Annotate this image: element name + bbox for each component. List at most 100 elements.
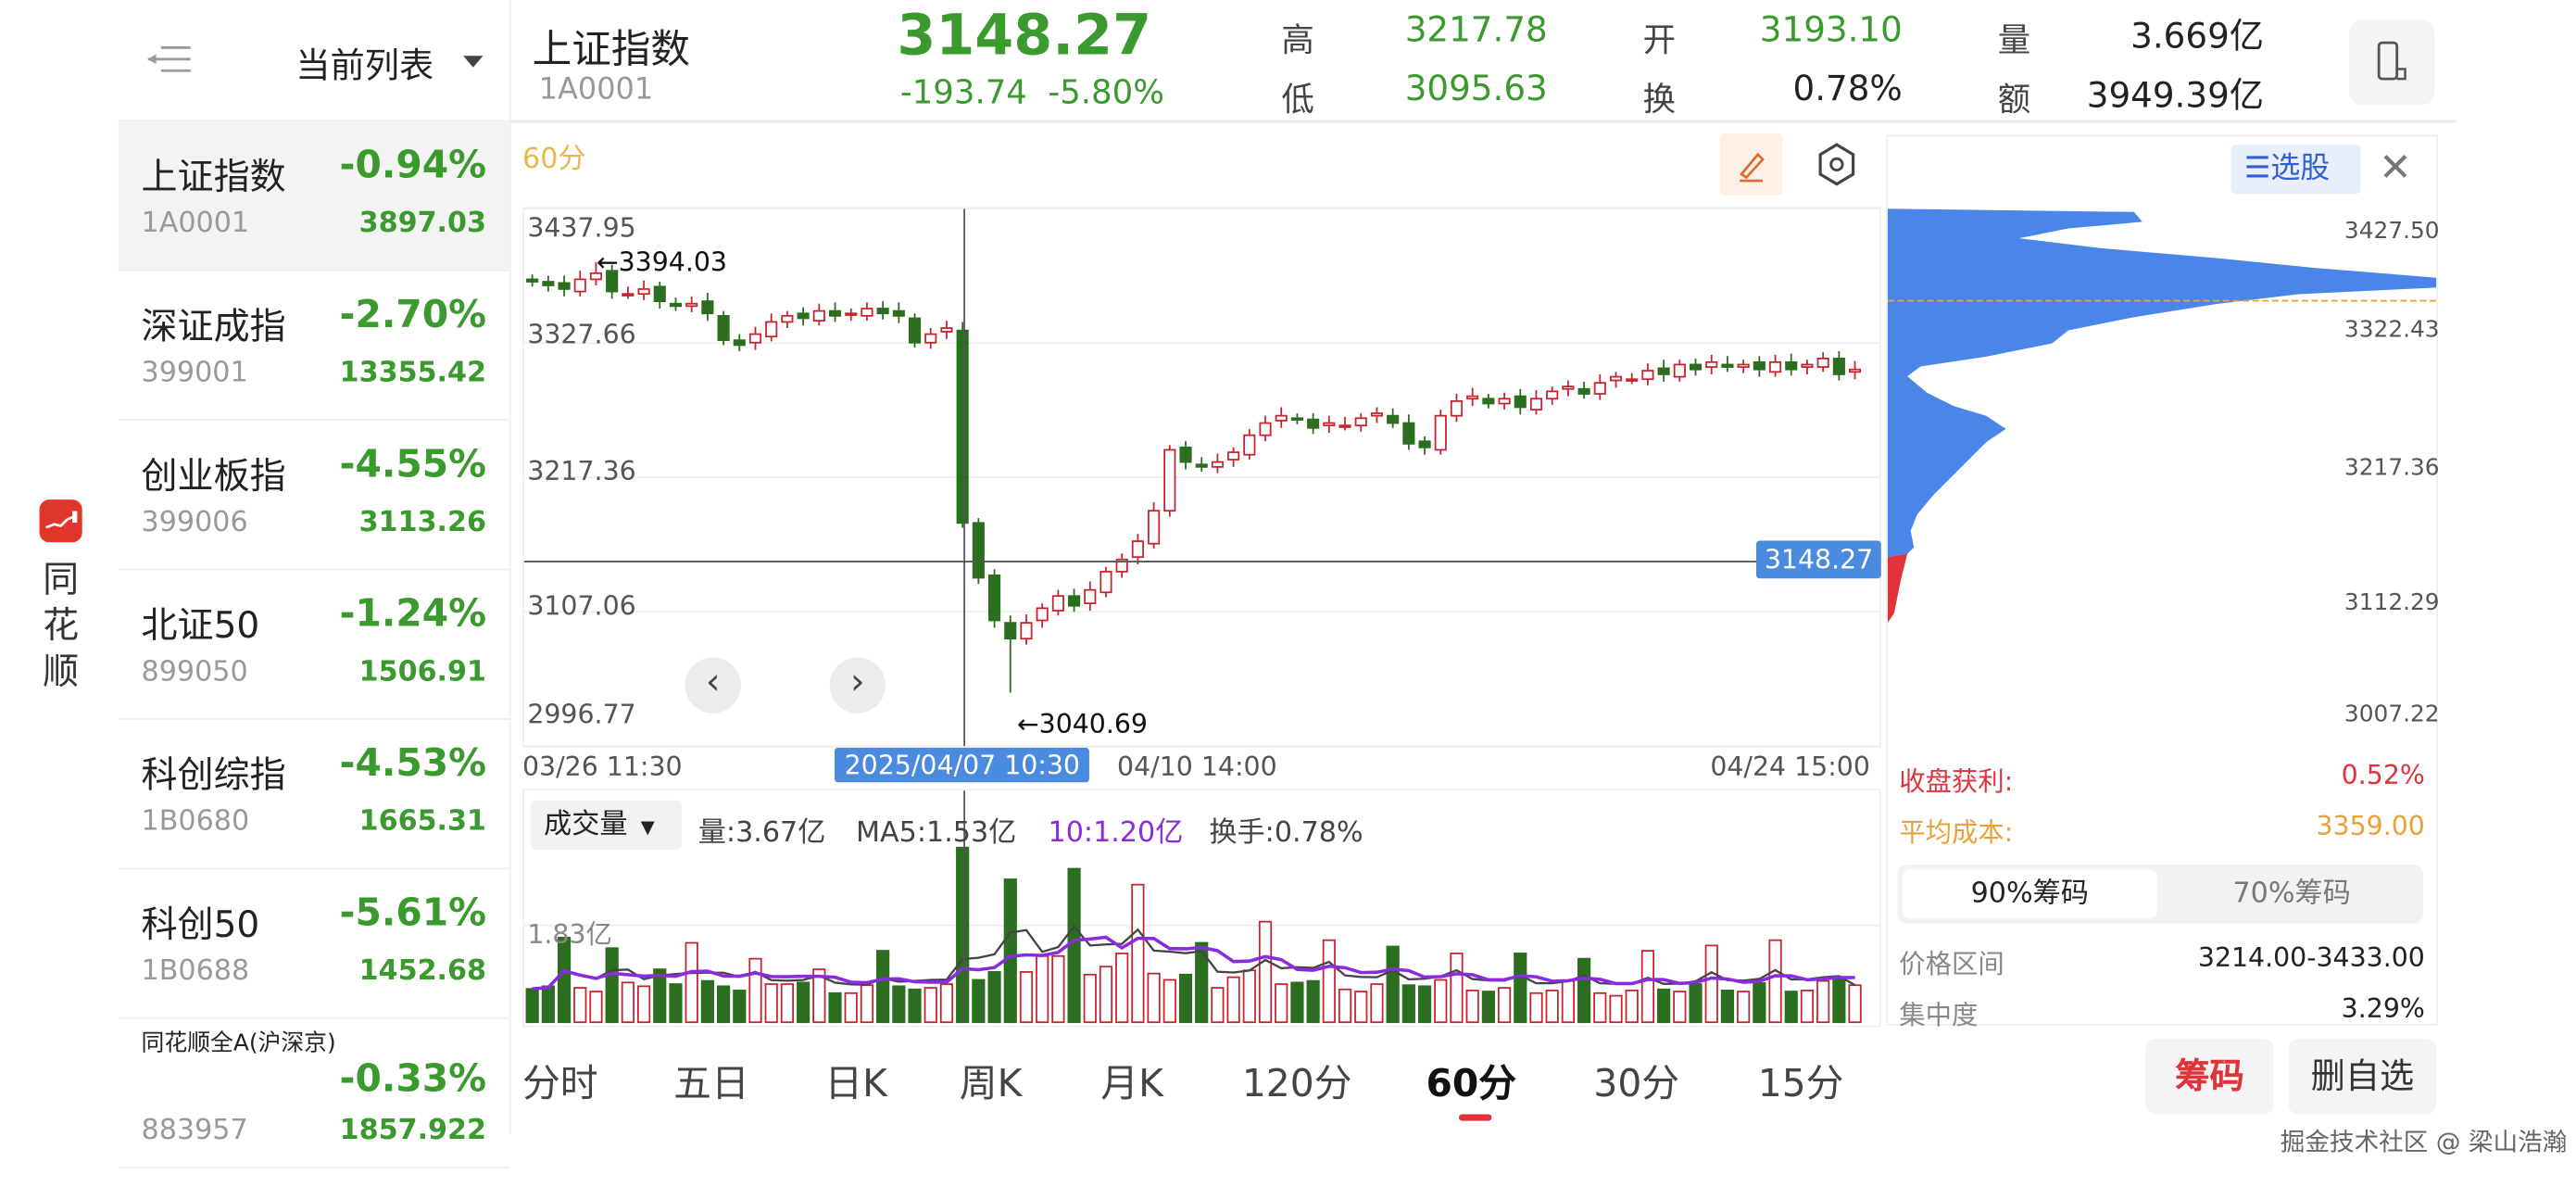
item-name: 创业板指 (141, 457, 286, 499)
volume-bar (1481, 991, 1495, 1024)
average-cost-value: 3359.00 (2316, 810, 2425, 842)
watchlist-item[interactable]: 科创50 1B0688 -5.61% 1452.68 (118, 869, 509, 1019)
phone-rotate-icon (2377, 41, 2406, 81)
volume-bar (1768, 939, 1782, 1024)
draw-tool-button[interactable] (1719, 133, 1783, 196)
item-change: -2.70% (339, 294, 486, 337)
volume-chart[interactable]: 1.83亿 (522, 789, 1881, 1028)
item-code: 1A0001 (141, 207, 250, 240)
volume-bar (1338, 988, 1352, 1024)
volume-bar (908, 988, 922, 1024)
volume-bar (541, 985, 555, 1024)
remove-watchlist-button[interactable]: 删自选 (2288, 1038, 2437, 1115)
candle-body (1832, 357, 1845, 375)
candle-body (1689, 363, 1703, 371)
item-price: 1665.31 (358, 805, 486, 839)
candlestick-svg (523, 208, 1879, 747)
item-code: 1B0680 (141, 805, 250, 839)
volume-bar (685, 941, 698, 1024)
volume-bar (1465, 990, 1479, 1024)
candle-body (606, 270, 619, 293)
watchlist-item[interactable]: 创业板指 399006 -4.55% 3113.26 (118, 421, 509, 571)
low-marker-value: 3040.69 (1038, 708, 1148, 740)
period-tab[interactable]: 周K (959, 1063, 1023, 1106)
chevron-left-icon: ‹ (705, 662, 721, 704)
toggle-90-percent[interactable]: 90%筹码 (1902, 869, 2157, 919)
watchlist-item[interactable]: 同花顺全A(沪深京) 883957 -0.33% 1857.922 (118, 1019, 509, 1169)
period-tab[interactable]: 月K (1100, 1063, 1163, 1106)
close-panel-button[interactable]: ✕ (2379, 148, 2419, 188)
volume-bar (1370, 983, 1384, 1024)
chip-price-tick: 3427.50 (2344, 218, 2440, 246)
period-tab[interactable]: 五日 (673, 1063, 749, 1106)
scroll-left-button[interactable]: ‹ (685, 657, 741, 713)
indicator-selector[interactable]: 成交量 ▼ (530, 800, 683, 850)
period-tab[interactable]: 15分 (1757, 1063, 1844, 1106)
scroll-right-button[interactable]: › (829, 657, 886, 713)
volume-bar (1003, 878, 1017, 1024)
volume-bar (1577, 957, 1591, 1024)
volume-bar (621, 981, 635, 1024)
candle-body (972, 522, 985, 579)
date-mid: 04/10 14:00 (1117, 751, 1277, 783)
list-icon: ☰ (2243, 151, 2271, 186)
volume-bar (1226, 976, 1240, 1024)
toggle-70-percent[interactable]: 70%筹码 (2232, 878, 2351, 911)
collapse-menu-icon[interactable] (147, 46, 191, 72)
list-selector[interactable]: 当前列表 (295, 45, 434, 86)
item-price: 3897.03 (358, 207, 486, 240)
watchlist-item[interactable]: 深证成指 399001 -2.70% 13355.42 (118, 271, 509, 422)
candlestick-chart[interactable]: 3437.95 3327.66 3217.36 3107.06 2996.77 … (522, 207, 1881, 748)
watchlist-item[interactable]: 北证50 899050 -1.24% 1506.91 (118, 570, 509, 720)
candle-body (1243, 434, 1256, 456)
average-cost-label: 平均成本: (1899, 816, 2014, 849)
volume-bar (1593, 991, 1607, 1024)
ma10-line (532, 935, 1855, 991)
indicator-settings-button[interactable] (1812, 138, 1861, 191)
candle-body (1402, 422, 1415, 445)
concentration-value: 3.29% (2341, 992, 2425, 1024)
landscape-toggle-button[interactable] (2349, 19, 2435, 106)
candle-body (1498, 398, 1511, 405)
period-tab[interactable]: 120分 (1241, 1063, 1352, 1106)
chips-button[interactable]: 筹码 (2145, 1038, 2274, 1115)
volume-bar (669, 983, 683, 1024)
stock-code: 1A0001 (538, 72, 654, 107)
volume-bar (828, 991, 842, 1024)
volume-bar (844, 991, 858, 1024)
candle-body (1529, 398, 1543, 410)
period-tab[interactable]: 30分 (1593, 1063, 1680, 1106)
stock-screener-button[interactable]: ☰选股 (2230, 145, 2361, 195)
watchlist-item[interactable]: 上证指数 1A0001 -0.94% 3897.03 (118, 121, 509, 271)
volume-bar (1115, 953, 1129, 1024)
volume-bar (573, 987, 587, 1024)
period-tab[interactable]: 日K (824, 1063, 887, 1106)
screener-label: 选股 (2270, 151, 2331, 186)
volume-bar (764, 983, 778, 1024)
volume-bar (1640, 950, 1655, 1024)
period-tab[interactable]: 60分 (1426, 1063, 1517, 1106)
candle-body (765, 321, 778, 338)
app-logo-icon[interactable] (39, 499, 82, 543)
candle-body (1323, 422, 1336, 427)
volume-bar (1162, 979, 1176, 1024)
candle-body (861, 308, 873, 317)
watchlist-item[interactable]: 科创综指 1B0680 -4.53% 1665.31 (118, 720, 509, 870)
candle-body (748, 333, 762, 344)
period-tab[interactable]: 分时 (522, 1063, 598, 1106)
candle-body (1626, 378, 1639, 382)
volume-bar (1147, 972, 1161, 1024)
volume-bar (1673, 991, 1687, 1024)
change-value: -193.74 (899, 72, 1027, 112)
candle-body (1307, 418, 1320, 429)
chevron-down-icon[interactable] (463, 56, 484, 68)
turnover-value: 0.78% (1792, 69, 1903, 109)
watchlist-header: 当前列表 (118, 0, 509, 122)
candle-body (573, 278, 586, 293)
candle-body (781, 314, 794, 323)
volume-bar (1275, 983, 1288, 1024)
app-logo-text: 同花顺 (43, 560, 80, 694)
volume-bar (589, 991, 603, 1024)
volume-bar (525, 988, 539, 1024)
